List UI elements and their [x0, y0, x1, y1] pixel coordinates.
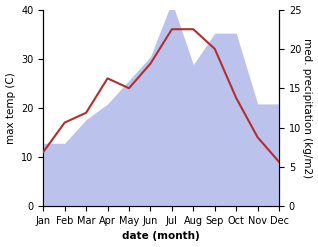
Y-axis label: max temp (C): max temp (C)	[5, 72, 16, 144]
X-axis label: date (month): date (month)	[122, 231, 200, 242]
Y-axis label: med. precipitation (kg/m2): med. precipitation (kg/m2)	[302, 38, 313, 178]
